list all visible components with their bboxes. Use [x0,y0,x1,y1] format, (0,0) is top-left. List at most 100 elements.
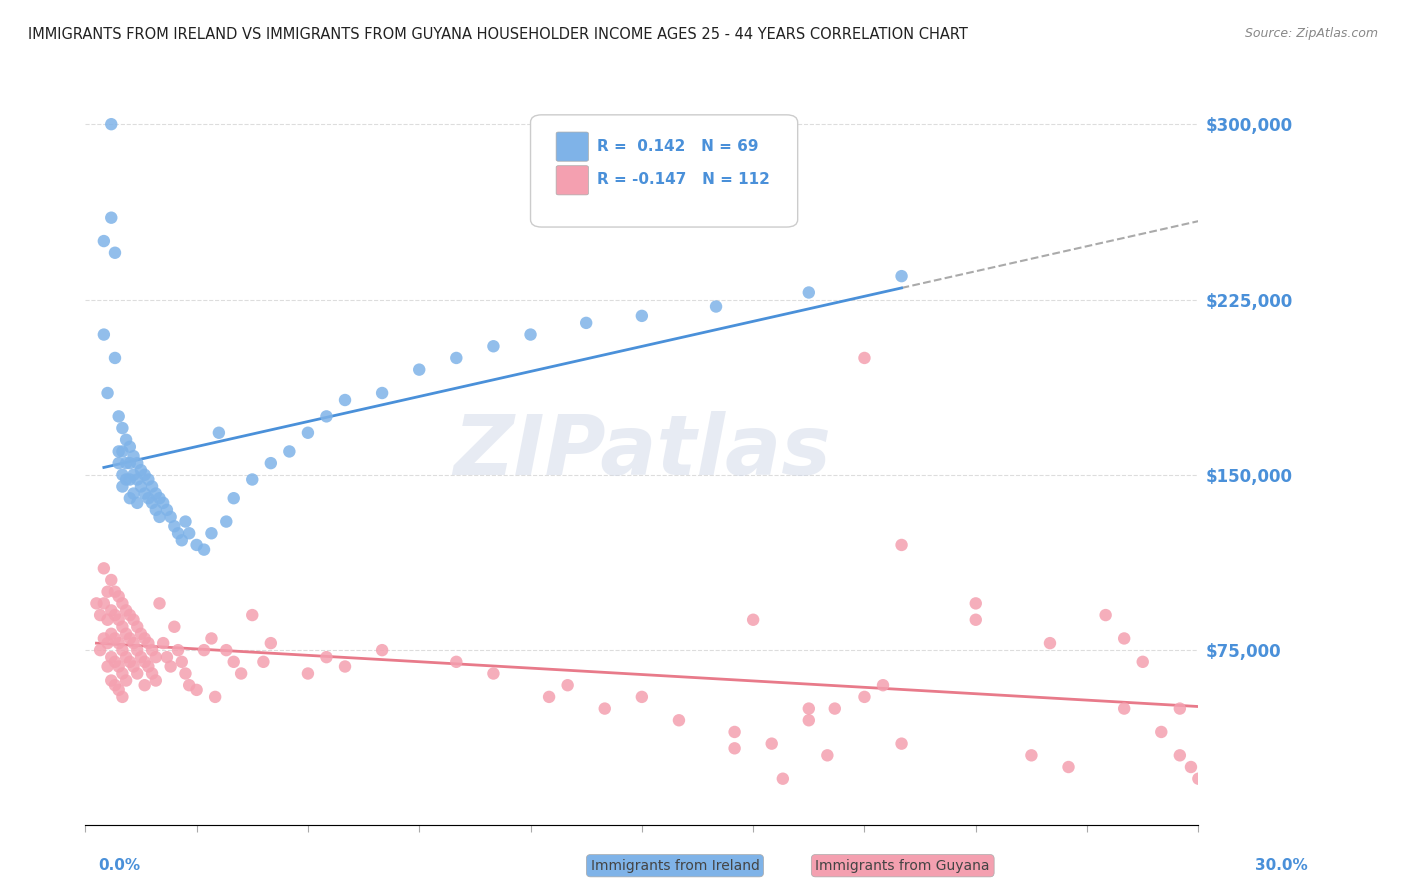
Point [104,632,127,646]
Point [853,351,876,365]
Point [100,573,122,587]
Point [170,655,193,669]
Point [129,627,152,641]
Point [127,666,149,681]
Point [127,456,149,470]
Point [446,655,468,669]
Point [538,690,561,704]
Point [93,632,115,646]
Text: Immigrants from Ireland: Immigrants from Ireland [591,859,759,872]
Point [231,666,253,681]
Point [122,449,145,463]
Point [208,425,231,440]
Point [631,309,654,323]
Point [159,659,181,673]
Point [1114,701,1136,715]
Point [1132,655,1154,669]
Point [122,486,145,500]
Point [772,772,794,786]
Point [1039,636,1062,650]
Point [965,596,987,610]
Point [240,608,263,623]
Point [118,655,141,669]
Point [127,473,149,487]
Point [141,666,163,681]
Point [111,596,134,610]
Point [118,632,141,646]
Point [156,650,179,665]
Point [159,509,181,524]
Point [122,659,145,673]
Point [315,409,337,424]
Point [111,666,134,681]
Point [1150,725,1173,739]
Point [446,351,468,365]
Point [179,526,201,541]
Point [115,650,138,665]
Point [179,678,201,692]
Point [668,713,690,727]
Point [260,456,283,470]
Point [107,456,129,470]
Point [872,678,894,692]
Point [333,392,356,407]
Point [148,491,170,506]
Point [86,596,108,610]
Point [100,211,122,225]
Point [111,690,134,704]
Point [138,491,160,506]
Point [97,659,120,673]
Point [107,409,129,424]
Point [127,496,149,510]
Point [333,659,356,673]
Point [797,713,820,727]
Text: 30.0%: 30.0% [1254,858,1308,872]
Point [93,596,115,610]
Point [890,538,912,552]
Point [482,339,505,353]
Point [145,650,167,665]
Point [631,690,654,704]
Point [575,316,598,330]
Point [107,590,129,604]
Point [204,690,226,704]
FancyBboxPatch shape [557,132,589,161]
Text: R = -0.147   N = 112: R = -0.147 N = 112 [598,172,770,187]
Point [148,509,170,524]
Point [408,362,430,376]
Point [152,496,174,510]
Point [815,748,838,763]
Point [141,496,163,510]
Point [93,234,115,248]
Point [118,473,141,487]
Point [104,351,127,365]
Point [122,467,145,482]
Text: Immigrants from Guyana: Immigrants from Guyana [815,859,990,872]
Point [167,526,190,541]
Point [156,503,179,517]
Point [134,632,156,646]
Point [97,386,120,401]
Point [138,473,160,487]
Point [297,425,319,440]
Point [278,444,301,458]
Point [129,463,152,477]
FancyBboxPatch shape [530,115,797,227]
Point [797,285,820,300]
Text: R =  0.142   N = 69: R = 0.142 N = 69 [598,139,759,153]
Point [200,632,222,646]
Point [260,636,283,650]
Point [593,701,616,715]
Point [115,433,138,447]
FancyBboxPatch shape [557,166,589,194]
Point [1114,632,1136,646]
Point [115,673,138,688]
Point [824,701,846,715]
Point [107,444,129,458]
Point [104,678,127,692]
Point [371,643,394,657]
Point [97,584,120,599]
Point [193,643,215,657]
Point [723,725,745,739]
Point [104,584,127,599]
